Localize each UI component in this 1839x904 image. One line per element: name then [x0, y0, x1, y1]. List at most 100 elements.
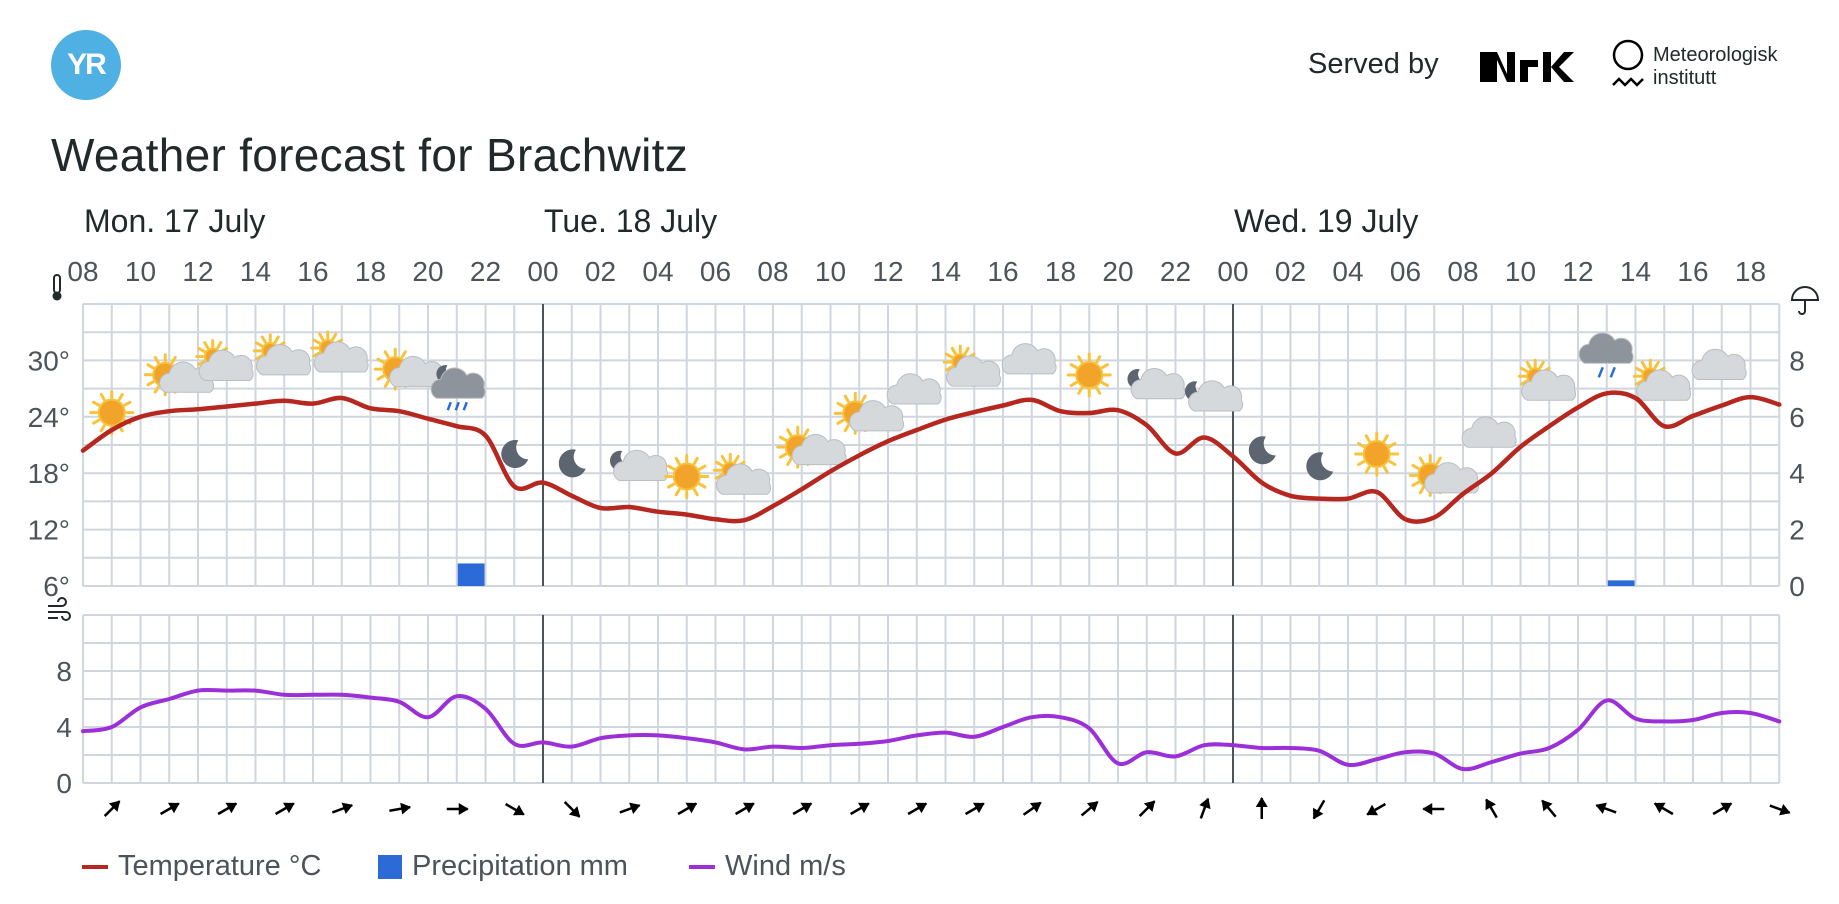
- sun-ray: [944, 365, 954, 372]
- sun-ray: [1411, 463, 1420, 470]
- precip-tick-label: 8: [1789, 345, 1805, 376]
- umbrella-icon-handle: [1798, 300, 1806, 315]
- precipitation-bars: [457, 563, 1635, 586]
- wind-direction-arrow: [849, 802, 870, 816]
- sun-ray: [1435, 456, 1442, 465]
- partly-cloudy-day-icon: [143, 353, 215, 397]
- met-name-line2: institutt: [1653, 67, 1717, 89]
- sun-icon: [1066, 352, 1112, 398]
- rain-drop: [1609, 366, 1616, 378]
- wind-direction-arrow: [1022, 801, 1042, 816]
- hour-tick-label: 00: [527, 256, 558, 287]
- served-by-label: Served by: [1308, 48, 1439, 80]
- partly-cloudy-day-icon: [1408, 453, 1480, 497]
- cloud-shape: [1001, 343, 1057, 375]
- sun-ray: [836, 401, 845, 408]
- sun-ray: [1100, 381, 1109, 388]
- sun-ray: [1364, 465, 1371, 474]
- sun-ray: [1634, 379, 1644, 386]
- sun-ray: [376, 357, 385, 364]
- sun-ray: [843, 394, 850, 403]
- sun-ray: [1418, 486, 1425, 495]
- sun-ray: [146, 363, 155, 370]
- wind-direction-arrow: [1769, 804, 1791, 816]
- sun-ray: [1077, 355, 1084, 364]
- sun-icon: [1354, 431, 1400, 477]
- sun-ray: [197, 346, 206, 353]
- wind-arrow-head: [1199, 797, 1211, 810]
- temp-tick-label: 30°: [28, 345, 70, 376]
- day-label: Tue. 18 July: [544, 203, 717, 239]
- wind-direction-arrow: [1541, 799, 1557, 818]
- wind-arrow-head: [1653, 802, 1666, 814]
- wind-arrow-head: [568, 806, 581, 818]
- yr-logo[interactable]: YR: [51, 30, 121, 100]
- wind-arrow-head: [1366, 804, 1379, 816]
- wind-arrow-head: [400, 802, 412, 815]
- hour-labels: 08 10 12 14 16 18 20 22 00 02 04 06 08 10 12 14 16 18 20 22…: [67, 256, 1766, 287]
- precipitation-bar: [1607, 580, 1635, 586]
- sun-disc: [672, 462, 701, 491]
- umbrella-icon-canopy: [1790, 286, 1820, 301]
- sun-ray: [963, 346, 970, 355]
- sun-ray: [1382, 465, 1389, 474]
- sun-ray: [123, 400, 132, 407]
- temp-tick-label: 6°: [43, 571, 70, 602]
- wind-direction-arrow: [677, 802, 698, 816]
- sun-ray: [720, 454, 727, 464]
- wind-arrow-head: [742, 802, 755, 814]
- wind-direction-arrow: [1255, 797, 1268, 819]
- nrk-logo[interactable]: [1480, 48, 1574, 86]
- wind-direction-arrow: [446, 803, 469, 815]
- wind-direction-arrow: [159, 802, 180, 816]
- wind-arrow-head: [1541, 799, 1553, 812]
- fair-cloud-day-icon: [942, 344, 1002, 387]
- sun-ray: [1069, 363, 1078, 370]
- sun-ray: [843, 423, 850, 433]
- sun-ray: [1382, 434, 1389, 443]
- legend-wind: Wind m/s: [689, 850, 846, 883]
- cloud-shape: [849, 400, 905, 432]
- cloud-shape: [198, 349, 254, 381]
- wind-arrow-head: [800, 802, 813, 814]
- met-logo[interactable]: [1600, 38, 1800, 94]
- wind-arrow-head: [1313, 807, 1324, 820]
- wind-icon-lines: [48, 597, 71, 621]
- cloud-icon: [886, 373, 942, 405]
- wind-direction-arrow: [1366, 802, 1387, 816]
- sun-ray: [216, 341, 223, 350]
- wind-tick-label: 8: [56, 656, 72, 687]
- precip-tick-label: 2: [1789, 515, 1805, 546]
- temp-tick-label: 24°: [28, 402, 70, 433]
- hour-tick-label: 12: [182, 256, 213, 287]
- day-labels: Mon. 17 July Tue. 18 July Wed. 19 July: [84, 203, 1418, 239]
- sun-ray: [1357, 442, 1366, 448]
- cloud-shape: [946, 355, 1002, 387]
- sun-ray: [1069, 381, 1078, 388]
- wind-direction-arrow: [792, 802, 813, 816]
- cloud-shape: [613, 449, 669, 482]
- cloud-shape: [791, 433, 847, 466]
- wind-tick-label: 4: [56, 712, 72, 743]
- sun-ray: [1095, 386, 1102, 395]
- sun-ray: [146, 380, 155, 387]
- yr-logo-text: YR: [67, 48, 107, 81]
- sun-ray: [1519, 366, 1529, 373]
- sun-disc: [97, 398, 126, 427]
- wind-arrow-head: [1720, 802, 1733, 814]
- sun-ray: [254, 354, 264, 361]
- wind-direction-arrow: [734, 802, 755, 816]
- wind-direction-arrow: [1422, 803, 1445, 815]
- fair-cloud-day-icon: [310, 330, 369, 373]
- sun-icon: [89, 390, 135, 436]
- thermometer-icon: [52, 274, 62, 301]
- cloud-icon: [1461, 416, 1517, 448]
- sun-ray: [667, 482, 676, 489]
- wind-icon: [48, 597, 71, 621]
- wind-arrow-head: [1485, 798, 1496, 811]
- temperature-series: [80, 390, 1782, 524]
- cloud-shape: [1521, 369, 1577, 401]
- wind-direction-arrow: [103, 800, 121, 817]
- sun-ray: [318, 332, 325, 341]
- sun-ray: [99, 424, 106, 433]
